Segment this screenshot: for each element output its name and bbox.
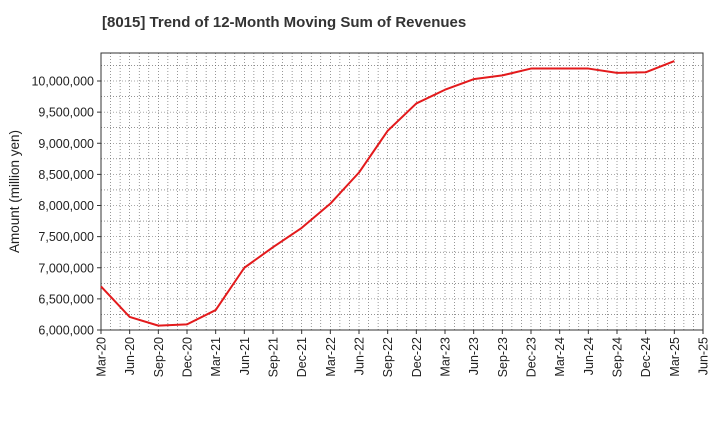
x-axis-ticks: Mar-20 Jun-20 Sep-20 Dec-20 Mar-21 Jun-21 Sep-… bbox=[95, 330, 711, 377]
y-tick-label: 10,000,000 bbox=[31, 75, 94, 89]
chart-title: [8015] Trend of 12-Month Moving Sum of R… bbox=[102, 14, 467, 31]
x-tick-label: Dec-22 bbox=[410, 337, 424, 377]
x-tick-label: Jun-20 bbox=[123, 337, 137, 375]
x-tick-label: Mar-20 bbox=[95, 337, 109, 377]
y-tick-label: 6,500,000 bbox=[38, 292, 94, 306]
x-tick-label: Sep-24 bbox=[611, 337, 625, 377]
x-tick-label: Mar-23 bbox=[439, 337, 453, 377]
y-axis-label: Amount (million yen) bbox=[7, 130, 22, 253]
x-tick-label: Dec-21 bbox=[295, 337, 309, 377]
x-tick-label: Sep-21 bbox=[267, 337, 281, 377]
x-tick-label: Jun-21 bbox=[238, 337, 252, 375]
x-tick-label: Sep-20 bbox=[152, 337, 166, 377]
x-tick-label: Mar-25 bbox=[668, 337, 682, 377]
x-tick-label: Sep-22 bbox=[381, 337, 395, 377]
y-tick-label: 8,000,000 bbox=[38, 199, 94, 213]
y-axis-ticks: 6,000,000 6,500,000 7,000,000 7,500,000 8,00… bbox=[31, 75, 101, 338]
y-tick-label: 7,000,000 bbox=[38, 261, 94, 275]
series-layer bbox=[100, 60, 675, 327]
x-tick-label: Dec-20 bbox=[181, 337, 195, 377]
y-tick-label: 7,500,000 bbox=[38, 230, 94, 244]
y-tick-label: 9,000,000 bbox=[38, 137, 94, 151]
x-tick-label: Sep-23 bbox=[496, 337, 510, 377]
y-tick-label: 8,500,000 bbox=[38, 168, 94, 182]
y-tick-label: 9,500,000 bbox=[38, 106, 94, 120]
plot-area bbox=[100, 52, 704, 331]
x-tick-label: Mar-21 bbox=[209, 337, 223, 377]
x-tick-label: Mar-24 bbox=[553, 337, 567, 377]
y-tick-label: 6,000,000 bbox=[38, 324, 94, 338]
x-tick-label: Dec-24 bbox=[639, 337, 653, 377]
x-tick-label: Mar-22 bbox=[324, 337, 338, 377]
grid-lines bbox=[101, 53, 703, 330]
x-tick-label: Jun-22 bbox=[353, 337, 367, 375]
x-tick-label: Jun-24 bbox=[582, 337, 596, 375]
x-tick-label: Jun-25 bbox=[697, 337, 711, 375]
x-tick-label: Jun-23 bbox=[467, 337, 481, 375]
x-tick-label: Dec-23 bbox=[525, 337, 539, 377]
series-line bbox=[100, 60, 675, 327]
